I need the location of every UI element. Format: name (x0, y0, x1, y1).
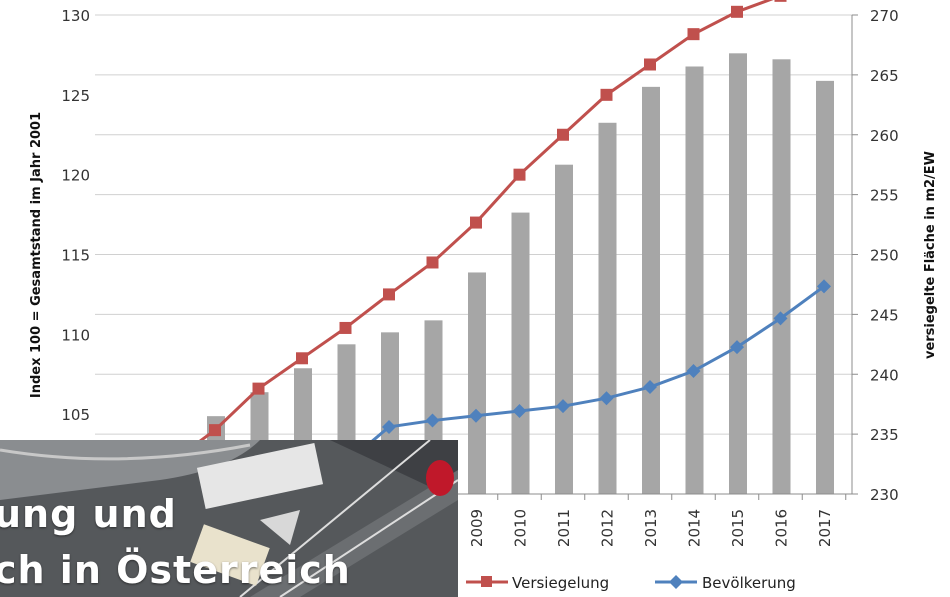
data-point (644, 58, 656, 71)
legend-bevoelkerung-label: Bevölkerung (702, 574, 796, 592)
data-point (556, 399, 570, 414)
data-point (252, 382, 265, 395)
x-tick-label: 2010 (512, 509, 530, 547)
y-left-tick-label: 125 (61, 87, 90, 105)
bar (468, 272, 486, 494)
data-point (513, 168, 526, 181)
data-point (817, 279, 831, 294)
headline-line-1: ung und (0, 492, 177, 536)
data-point (209, 424, 221, 437)
x-tick-label: 2009 (468, 509, 486, 547)
x-tick-label: 2015 (729, 509, 747, 547)
x-tick-label: 2013 (642, 509, 660, 547)
x-tick-label: 2011 (555, 509, 573, 547)
bar (685, 66, 704, 495)
y-right-tick-label: 250 (870, 247, 899, 265)
data-point (686, 364, 701, 379)
bar (511, 212, 530, 494)
bar-series (120, 53, 834, 495)
data-point (382, 419, 396, 434)
y-right-tick-label: 260 (870, 127, 899, 145)
y-right-tick-label: 240 (870, 366, 899, 384)
y-right-tick-label: 230 (870, 486, 899, 504)
y-left-tick-label: 130 (61, 7, 90, 25)
x-tick-label: 2014 (686, 509, 704, 547)
legend: Versiegelung Bevölkerung (466, 574, 796, 592)
data-point (469, 408, 483, 423)
y-left-tick-label: 105 (61, 406, 90, 424)
data-point (774, 0, 787, 2)
y-right-tick-label: 255 (870, 187, 899, 205)
data-point (339, 321, 352, 334)
data-point (687, 28, 700, 41)
y-right-tick-label: 235 (870, 426, 899, 444)
bar (598, 122, 617, 495)
y-left-tick-label: 120 (61, 167, 90, 185)
data-point (296, 352, 308, 365)
y-right-tick-label: 245 (870, 306, 899, 324)
data-point (600, 88, 613, 101)
data-point (512, 403, 527, 418)
data-point (383, 288, 395, 301)
data-point (773, 311, 788, 326)
bar (729, 53, 747, 494)
legend-versiegelung-marker (481, 576, 492, 587)
data-point (599, 391, 614, 406)
data-point (426, 256, 439, 269)
data-point (731, 5, 743, 18)
y-left-tick-label: 110 (61, 326, 90, 344)
x-tick-label: 2016 (773, 509, 791, 547)
data-point (643, 380, 657, 395)
x-tick-label: 2012 (599, 509, 617, 547)
legend-versiegelung-label: Versiegelung (512, 574, 609, 592)
y-right-axis-title: versiegelte Fläche in m2/EW (923, 151, 938, 359)
legend-bevoelkerung-marker (669, 575, 683, 589)
axes: 105 110 115 120 125 130 230 235 240 245 250 255 260 2… (61, 7, 898, 547)
y-left-tick-label: 115 (61, 247, 90, 265)
data-point (557, 128, 569, 141)
data-point (730, 340, 744, 355)
bar (555, 164, 573, 494)
y-left-axis-title: Index 100 = Gesamtstand im Jahr 2001 (29, 112, 44, 398)
y-right-tick-label: 265 (870, 67, 899, 85)
bar (772, 59, 791, 495)
data-point (470, 216, 482, 229)
x-tick-label: 2017 (816, 509, 834, 547)
data-point (425, 413, 440, 428)
article-header-image: ung und ch in Österreich (0, 440, 458, 597)
aerial-road-photo (0, 440, 458, 597)
y-right-tick-label: 270 (870, 7, 899, 25)
bar (642, 86, 660, 494)
headline-line-2: ch in Österreich (0, 548, 351, 592)
